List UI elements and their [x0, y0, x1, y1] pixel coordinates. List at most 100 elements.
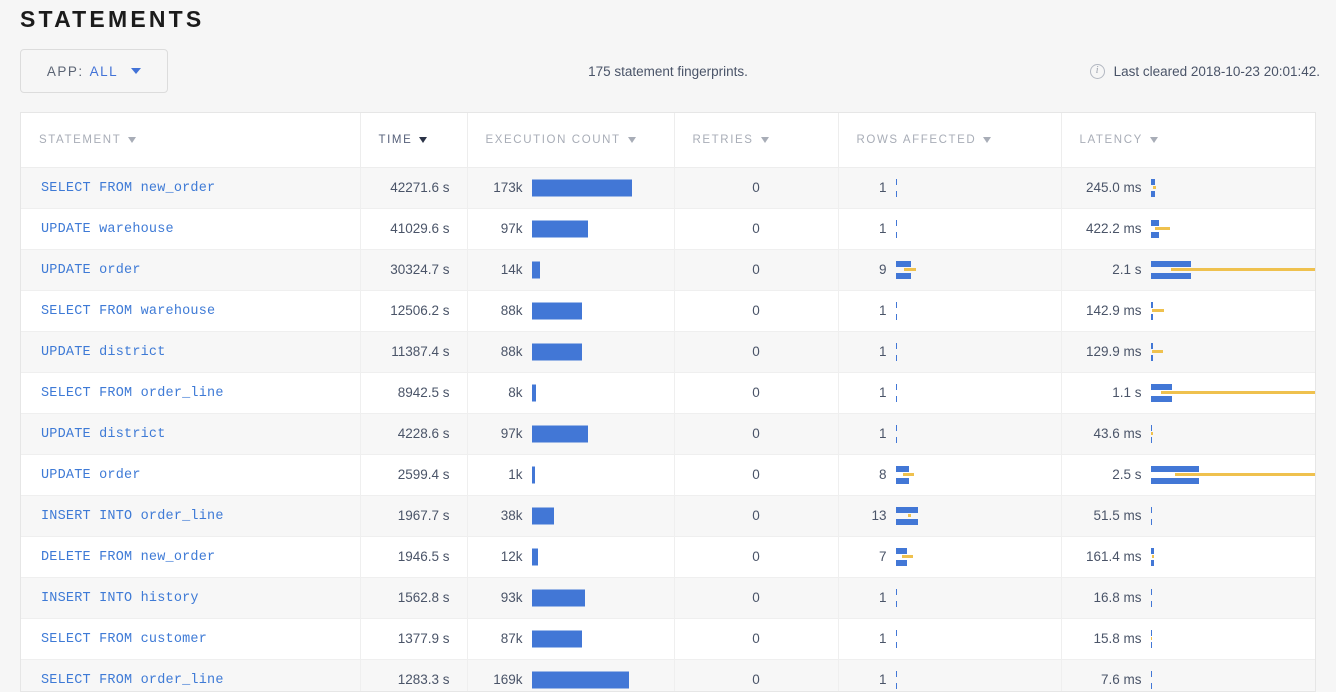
cell-latency: 245.0 ms: [1061, 167, 1316, 209]
table-row[interactable]: UPDATE order 30324.7 s 14k 0 9 2.1 s: [21, 249, 1315, 291]
sort-descending-icon: [1149, 136, 1158, 143]
execution-count-bar: [531, 341, 674, 363]
column-header-statement[interactable]: STATEMENT: [21, 113, 361, 168]
rows-affected-value: 1: [878, 344, 887, 359]
cell-time: 12506.2 s: [360, 290, 468, 332]
execution-count-value: 88k: [500, 344, 523, 359]
fingerprint-count-text: 175 statement fingerprints.: [588, 63, 748, 79]
statement-link[interactable]: SELECT FROM warehouse: [41, 304, 216, 319]
execution-count-bar: [531, 587, 674, 609]
statement-link[interactable]: DELETE FROM new_order: [41, 550, 216, 565]
cell-rows-affected: 1: [838, 208, 1062, 250]
cell-statement: INSERT INTO history: [21, 577, 361, 619]
statement-link[interactable]: SELECT FROM order_line: [41, 386, 224, 401]
statement-link[interactable]: UPDATE order: [41, 468, 141, 483]
statement-link[interactable]: SELECT FROM new_order: [41, 181, 216, 196]
latency-bar: [1150, 587, 1316, 609]
table-row[interactable]: DELETE FROM new_order 1946.5 s 12k 0 7 161.4 …: [21, 536, 1315, 578]
statement-link[interactable]: SELECT FROM customer: [41, 632, 208, 647]
cell-latency: 422.2 ms: [1061, 208, 1315, 250]
table-row[interactable]: SELECT FROM new_order 42271.6 s 173k 0 1 245.…: [21, 167, 1316, 209]
column-header-latency[interactable]: LATENCY: [1061, 113, 1315, 168]
column-header-time[interactable]: TIME: [360, 113, 468, 168]
statement-link[interactable]: UPDATE order: [41, 263, 141, 278]
rows-affected-value: 8: [878, 467, 887, 482]
column-header-execution-count[interactable]: EXECUTION COUNT: [467, 113, 675, 168]
cell-statement: SELECT FROM order_line: [21, 372, 361, 414]
latency-value: 7.6 ms: [1100, 672, 1142, 687]
cell-rows-affected: 9: [838, 249, 1062, 291]
statement-link[interactable]: INSERT INTO order_line: [41, 509, 224, 524]
page-title: STATEMENTS: [20, 6, 205, 32]
table-row[interactable]: SELECT FROM order_line 1283.3 s 169k 0 1 7.6 …: [21, 659, 1315, 691]
rows-affected-value: 1: [878, 426, 887, 441]
cell-time: 4228.6 s: [360, 413, 468, 455]
cell-latency: 1.1 s: [1061, 372, 1315, 414]
latency-value: 142.9 ms: [1085, 303, 1142, 318]
cell-latency: 51.5 ms: [1061, 495, 1316, 537]
statements-table: STATEMENT TIME EXECUTION COUNT: [21, 113, 1316, 691]
latency-bar: [1150, 177, 1316, 199]
rows-affected-value: 1: [878, 631, 887, 646]
table-row[interactable]: UPDATE district 4228.6 s 97k 0 1 43.6 ms: [21, 413, 1315, 455]
table-row[interactable]: SELECT FROM customer 1377.9 s 87k 0 1 15.8 ms: [21, 618, 1316, 660]
rows-affected-bar: [895, 423, 1061, 445]
cell-time: 1377.9 s: [360, 618, 468, 660]
latency-bar: [1150, 505, 1316, 527]
rows-affected-value: 1: [878, 590, 887, 605]
execution-count-value: 12k: [500, 549, 523, 564]
rows-affected-value: 1: [878, 303, 887, 318]
execution-count-bar: [531, 259, 674, 281]
rows-affected-bar: [895, 546, 1061, 568]
rows-affected-bar: [895, 177, 1061, 199]
cell-latency: 142.9 ms: [1061, 290, 1315, 332]
latency-value: 51.5 ms: [1093, 508, 1142, 523]
rows-affected-bar: [895, 300, 1061, 322]
column-header-rows-affected[interactable]: ROWS AFFECTED: [838, 113, 1062, 168]
table-row[interactable]: SELECT FROM warehouse 12506.2 s 88k 0 1 142.9…: [21, 290, 1315, 332]
execution-count-bar: [531, 628, 674, 650]
statement-link[interactable]: UPDATE warehouse: [41, 222, 174, 237]
latency-bar: [1150, 628, 1316, 650]
execution-count-bar: [531, 177, 674, 199]
latency-value: 2.1 s: [1112, 262, 1142, 277]
execution-count-value: 97k: [500, 221, 523, 236]
cell-latency: 2.1 s: [1061, 249, 1315, 291]
latency-value: 129.9 ms: [1085, 344, 1142, 359]
table-row[interactable]: SELECT FROM order_line 8942.5 s 8k 0 1 1.1 s: [21, 372, 1315, 414]
execution-count-value: 1k: [508, 467, 523, 482]
table-row[interactable]: INSERT INTO history 1562.8 s 93k 0 1 16.8 ms: [21, 577, 1316, 619]
cell-statement: UPDATE order: [21, 454, 361, 496]
latency-value: 15.8 ms: [1093, 631, 1142, 646]
table-row[interactable]: UPDATE order 2599.4 s 1k 0 8 2.5 s: [21, 454, 1315, 496]
statement-link[interactable]: UPDATE district: [41, 345, 166, 360]
statements-table-container: STATEMENT TIME EXECUTION COUNT: [20, 112, 1316, 692]
cell-statement: DELETE FROM new_order: [21, 536, 361, 578]
cell-execution-count: 8k: [467, 372, 675, 414]
cell-retries: 0: [674, 372, 839, 414]
table-body: SELECT FROM new_order 42271.6 s 173k 0 1 245.…: [21, 167, 1316, 691]
statement-link[interactable]: INSERT INTO history: [41, 591, 199, 606]
cell-retries: 0: [674, 536, 839, 578]
cell-retries: 0: [674, 167, 839, 209]
cell-retries: 0: [674, 495, 839, 537]
app-filter-value: ALL: [89, 63, 119, 79]
statement-link[interactable]: SELECT FROM order_line: [41, 673, 224, 688]
statement-link[interactable]: UPDATE district: [41, 427, 166, 442]
column-header-retries[interactable]: RETRIES: [674, 113, 839, 168]
table-row[interactable]: INSERT INTO order_line 1967.7 s 38k 0 13 51.5…: [21, 495, 1316, 537]
table-row[interactable]: UPDATE district 11387.4 s 88k 0 1 129.9 ms: [21, 331, 1315, 373]
info-icon[interactable]: i: [1089, 63, 1105, 79]
execution-count-bar: [531, 218, 674, 240]
cell-execution-count: 169k: [467, 659, 675, 691]
execution-count-value: 173k: [493, 180, 523, 195]
sort-descending-icon: [627, 136, 636, 143]
rows-affected-bar: [895, 505, 1061, 527]
cell-rows-affected: 8: [838, 454, 1062, 496]
table-header: STATEMENT TIME EXECUTION COUNT: [21, 113, 1315, 168]
cell-time: 8942.5 s: [360, 372, 468, 414]
cell-execution-count: 97k: [467, 413, 675, 455]
rows-affected-bar: [895, 464, 1061, 486]
table-row[interactable]: UPDATE warehouse 41029.6 s 97k 0 1 422.2 ms: [21, 208, 1315, 250]
app-filter-dropdown[interactable]: APP: ALL: [20, 49, 168, 93]
